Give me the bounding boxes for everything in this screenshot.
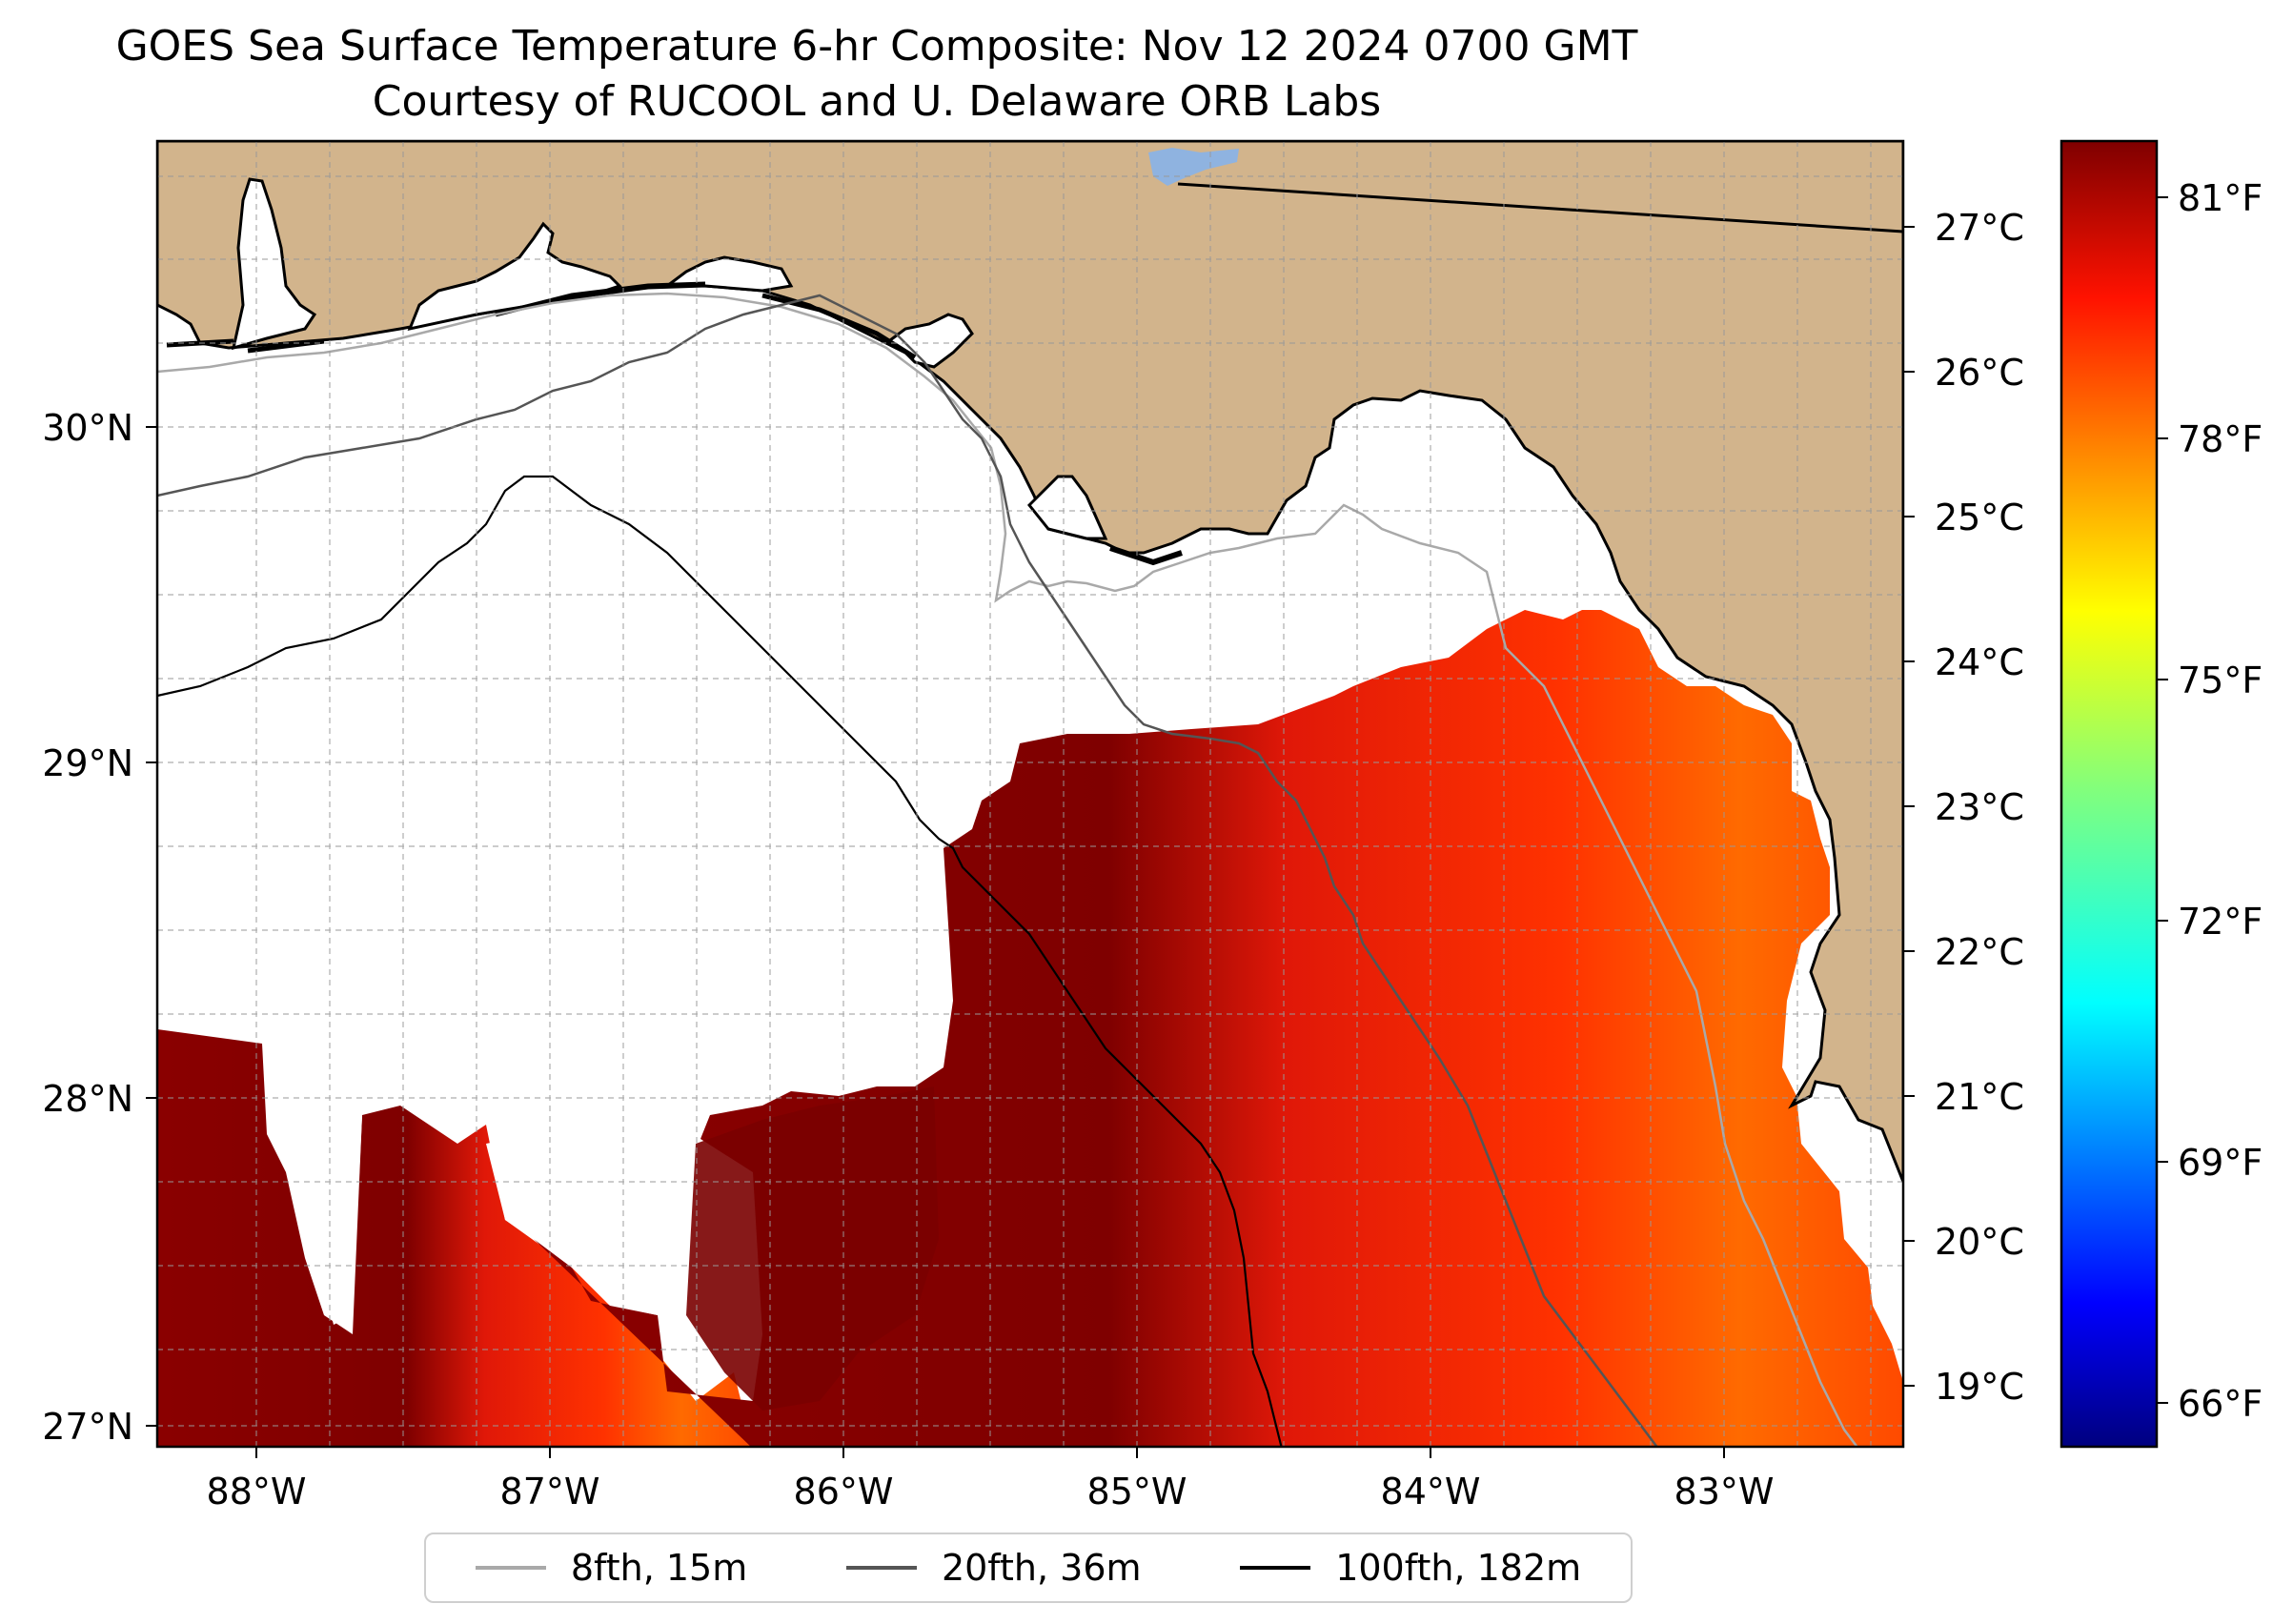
legend-item-100fth: 100fth, 182m bbox=[1240, 1547, 1581, 1589]
legend-item-8fth: 8fth, 15m bbox=[475, 1547, 748, 1589]
fahrenheit-label: 75°F bbox=[2178, 660, 2263, 701]
cloud-gap-2 bbox=[486, 1134, 658, 1315]
celsius-labels: 27°C 26°C 25°C 24°C 23°C 22°C 21°C 20°C … bbox=[1903, 207, 2024, 1408]
map-panel bbox=[157, 141, 1903, 1447]
isobath-20fth bbox=[157, 294, 1659, 1447]
sst-warm-patch bbox=[686, 1086, 939, 1411]
fahrenheit-label: 66°F bbox=[2178, 1383, 2263, 1425]
figure-title: GOES Sea Surface Temperature 6-hr Compos… bbox=[115, 22, 1638, 71]
mobile-bay bbox=[231, 177, 317, 351]
legend-label: 100fth, 182m bbox=[1335, 1547, 1582, 1589]
state-border bbox=[1177, 182, 1903, 233]
fahrenheit-labels: 81°F 78°F 75°F 72°F 69°F 66°F bbox=[2157, 177, 2263, 1425]
fahrenheit-label: 81°F bbox=[2178, 177, 2263, 219]
lat-label: 28°N bbox=[42, 1078, 133, 1120]
lake bbox=[1148, 148, 1239, 186]
lon-label: 84°W bbox=[1381, 1471, 1481, 1512]
map-frame bbox=[155, 139, 1905, 1449]
legend-line-icon bbox=[1240, 1566, 1311, 1570]
gridlines bbox=[157, 141, 1903, 1447]
celsius-label: 19°C bbox=[1935, 1366, 2024, 1408]
lat-label: 30°N bbox=[42, 407, 133, 449]
fahrenheit-label: 72°F bbox=[2178, 901, 2263, 943]
celsius-label: 26°C bbox=[1935, 352, 2024, 394]
lon-label: 87°W bbox=[500, 1471, 600, 1512]
lon-ticks bbox=[255, 1447, 1725, 1458]
colorbar bbox=[2060, 139, 2159, 1449]
celsius-label: 25°C bbox=[1935, 497, 2024, 538]
celsius-label: 24°C bbox=[1935, 641, 2024, 683]
legend-label: 8fth, 15m bbox=[570, 1547, 748, 1589]
celsius-label: 21°C bbox=[1935, 1076, 2024, 1118]
celsius-label: 23°C bbox=[1935, 786, 2024, 828]
legend-line-icon bbox=[475, 1566, 546, 1570]
fahrenheit-label: 69°F bbox=[2178, 1142, 2263, 1184]
celsius-label: 22°C bbox=[1935, 931, 2024, 973]
barrier-island bbox=[1109, 545, 1183, 566]
celsius-label: 27°C bbox=[1935, 207, 2024, 249]
sst-data-region bbox=[157, 1029, 753, 1447]
lat-label: 29°N bbox=[42, 742, 133, 784]
isobath-legend: 8fth, 15m 20fth, 36m 100fth, 182m bbox=[424, 1533, 1633, 1603]
isobath-100fth bbox=[157, 475, 1283, 1447]
legend-item-20fth: 20fth, 36m bbox=[845, 1547, 1142, 1589]
barrier-island bbox=[247, 338, 325, 354]
lon-label: 86°W bbox=[794, 1471, 894, 1512]
lat-labels: 30°N 29°N 28°N 27°N bbox=[42, 407, 133, 1448]
lon-label: 83°W bbox=[1674, 1471, 1775, 1512]
barrier-island bbox=[495, 281, 706, 317]
figure-subtitle: Courtesy of RUCOOL and U. Delaware ORB L… bbox=[372, 77, 1382, 126]
isobath-8fth bbox=[157, 292, 1859, 1447]
lon-label: 88°W bbox=[207, 1471, 307, 1512]
lat-ticks bbox=[146, 426, 157, 1427]
fahrenheit-label: 78°F bbox=[2178, 418, 2263, 460]
lon-label: 85°W bbox=[1087, 1471, 1187, 1512]
legend-label: 20fth, 36m bbox=[941, 1547, 1142, 1589]
celsius-label: 20°C bbox=[1935, 1221, 2024, 1263]
legend-line-icon bbox=[845, 1566, 917, 1570]
apalachicola-bay bbox=[1026, 475, 1108, 540]
lon-labels: 88°W 87°W 86°W 85°W 84°W 83°W bbox=[207, 1471, 1775, 1512]
lat-label: 27°N bbox=[42, 1406, 133, 1448]
